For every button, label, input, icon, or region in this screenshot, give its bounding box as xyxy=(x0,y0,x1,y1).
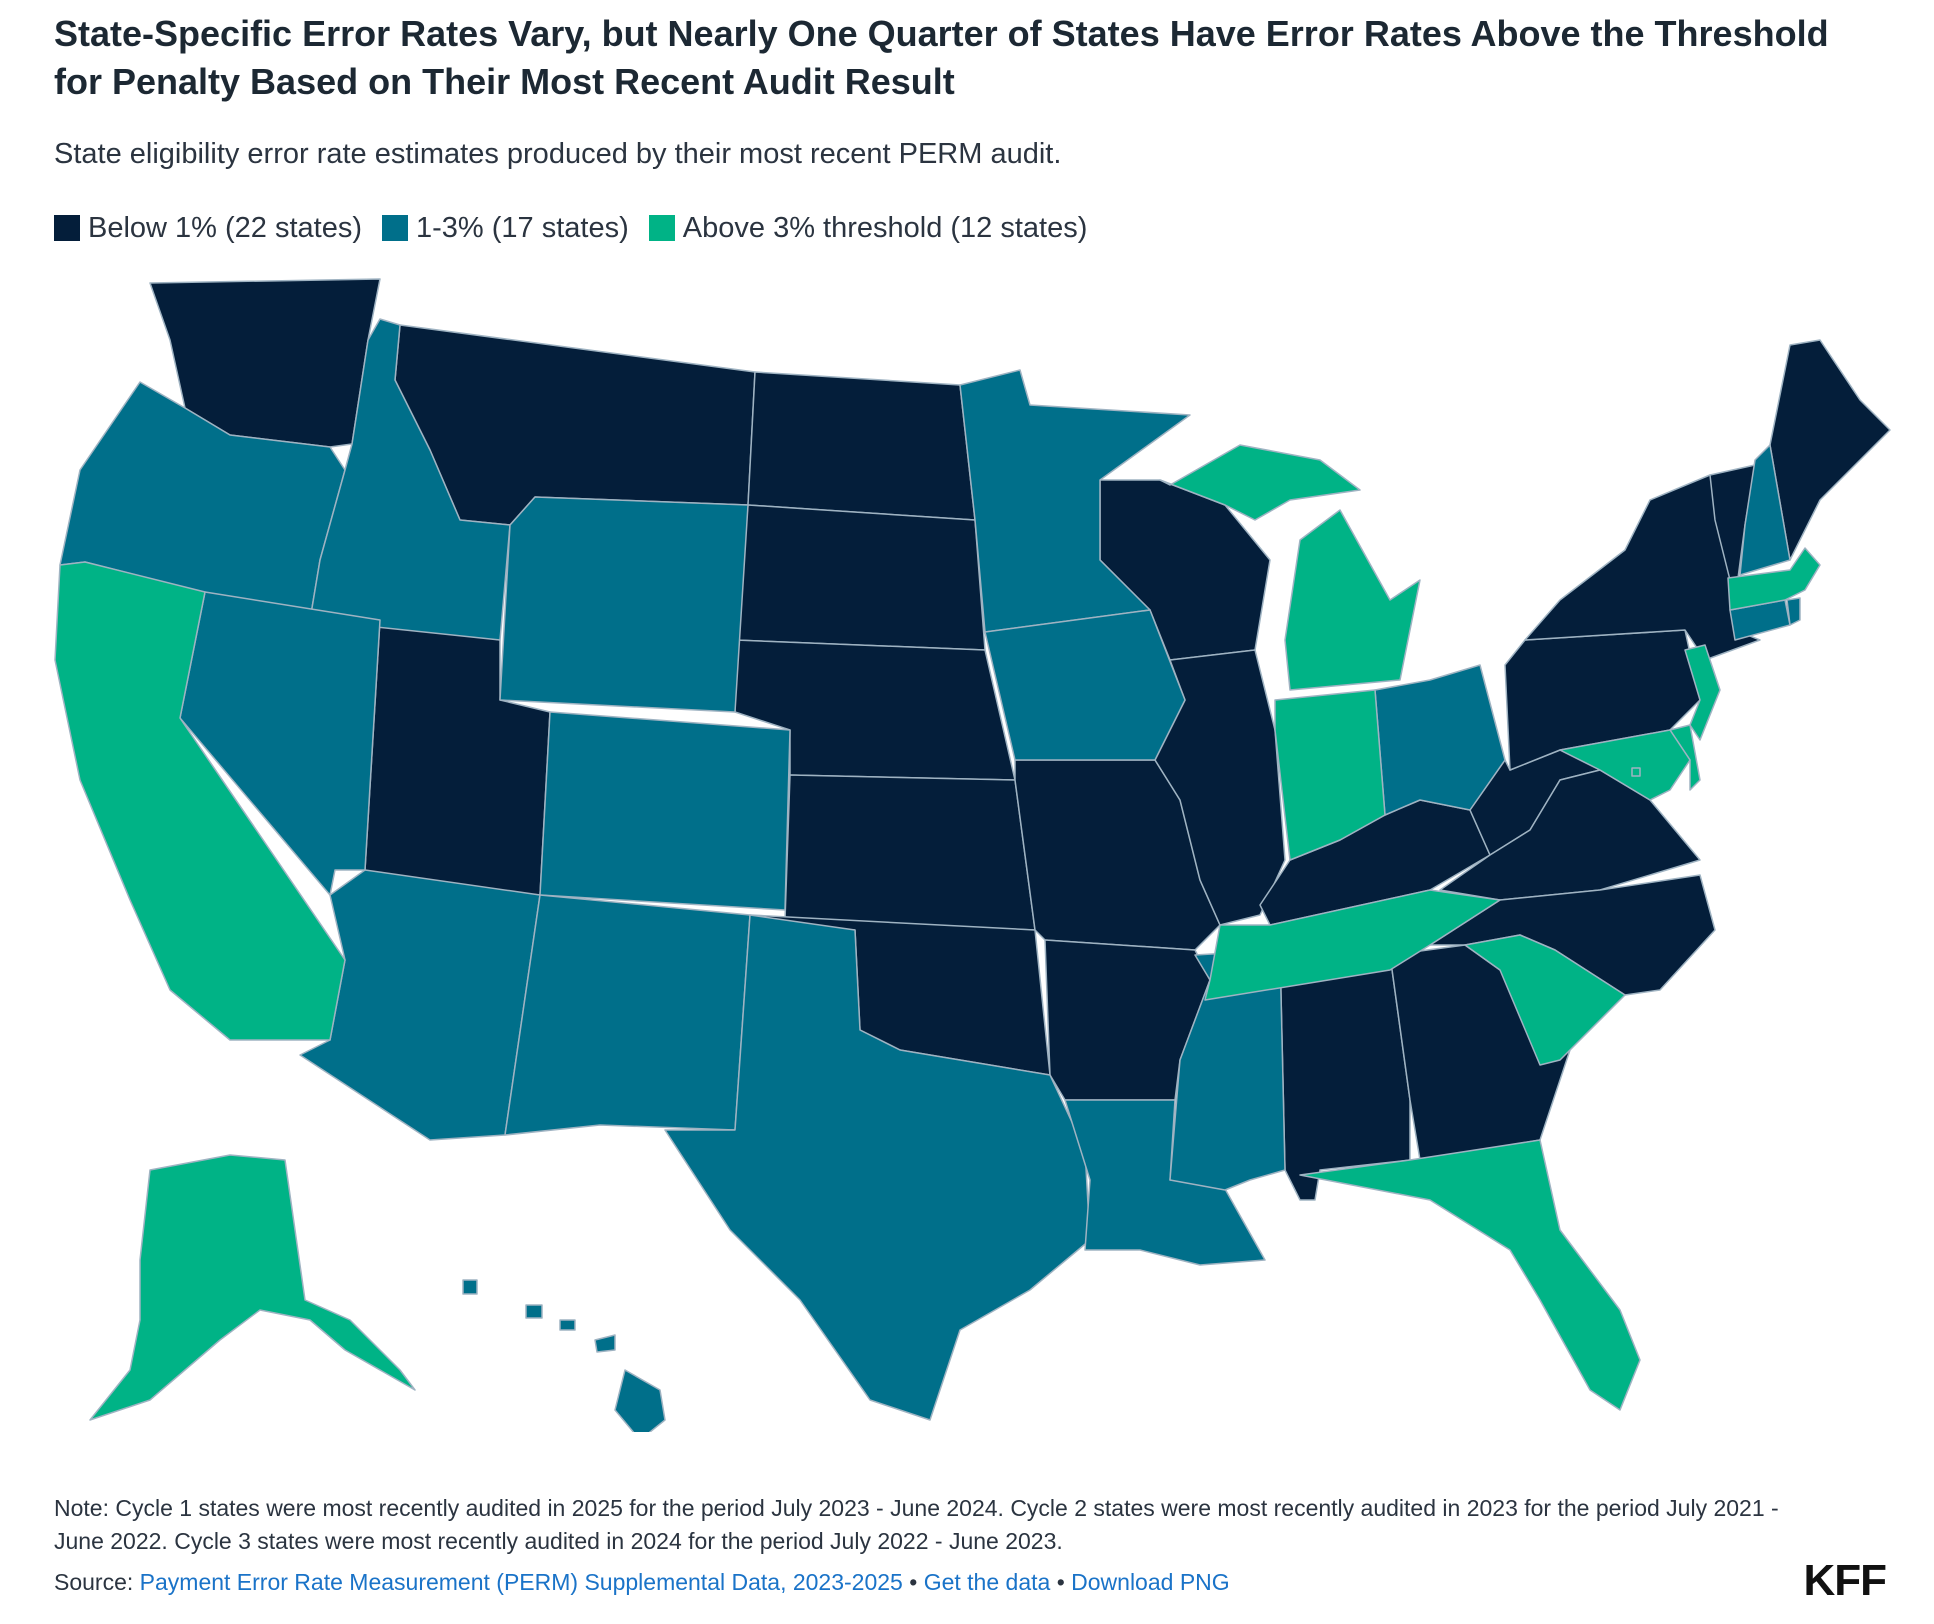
state-alaska[interactable] xyxy=(89,1154,416,1421)
state-hawaii-5[interactable] xyxy=(614,1369,666,1432)
state-colorado[interactable] xyxy=(539,711,791,911)
legend-item-1-3: 1-3% (17 states) xyxy=(382,208,629,248)
legend-item-below-1: Below 1% (22 states) xyxy=(54,208,362,248)
chart-title: State-Specific Error Rates Vary, but Nea… xyxy=(54,13,1829,102)
legend-label-above-3: Above 3% threshold (12 states) xyxy=(682,212,1088,244)
state-maryland[interactable] xyxy=(1559,729,1691,801)
state-massachusetts[interactable] xyxy=(1727,547,1821,611)
state-hawaii-3[interactable] xyxy=(559,1319,576,1331)
state-ohio[interactable] xyxy=(1374,664,1506,816)
legend-swatch-above-3 xyxy=(648,215,675,241)
source-separator-2: • xyxy=(1056,1569,1065,1595)
state-iowa[interactable] xyxy=(984,609,1186,761)
state-district-of-columbia[interactable] xyxy=(1631,767,1641,777)
state-new-mexico[interactable] xyxy=(504,894,751,1136)
state-hawaii-1[interactable] xyxy=(462,1279,478,1295)
legend-item-above-3: Above 3% threshold (12 states) xyxy=(648,208,1088,248)
state-north-dakota[interactable] xyxy=(747,371,976,521)
source-label: Source: xyxy=(54,1569,134,1595)
legend-swatch-1-3 xyxy=(382,215,409,241)
source-link[interactable]: Payment Error Rate Measurement (PERM) Su… xyxy=(139,1569,903,1595)
state-rhode-island[interactable] xyxy=(1786,597,1801,626)
note-text: Note: Cycle 1 states were most recently … xyxy=(54,1495,1779,1554)
state-new-jersey[interactable] xyxy=(1684,644,1721,741)
state-michigan-1[interactable] xyxy=(1159,444,1361,521)
kff-logo: KFF xyxy=(1803,1556,1887,1605)
state-new-hampshire[interactable] xyxy=(1739,444,1791,576)
state-michigan-2[interactable] xyxy=(1284,509,1421,691)
state-south-dakota[interactable] xyxy=(734,504,986,651)
state-south-carolina[interactable] xyxy=(1464,934,1626,1066)
legend: Below 1% (22 states) 1-3% (17 states) Ab… xyxy=(54,208,1107,248)
state-indiana[interactable] xyxy=(1274,689,1386,861)
get-data-link[interactable]: Get the data xyxy=(923,1569,1051,1595)
state-minnesota[interactable] xyxy=(959,369,1191,633)
source-line: Source: Payment Error Rate Measurement (… xyxy=(54,1566,1230,1599)
state-kansas[interactable] xyxy=(784,774,1036,931)
legend-label-1-3: 1-3% (17 states) xyxy=(416,212,629,244)
state-mississippi[interactable] xyxy=(1169,949,1286,1191)
state-florida[interactable] xyxy=(1299,1139,1641,1411)
state-louisiana[interactable] xyxy=(1064,1099,1266,1266)
state-california[interactable] xyxy=(54,561,346,1041)
chart-subtitle: State eligibility error rate estimates p… xyxy=(54,138,1062,170)
state-hawaii-2[interactable] xyxy=(525,1304,543,1319)
us-map xyxy=(54,278,1891,1432)
legend-label-below-1: Below 1% (22 states) xyxy=(88,212,363,244)
state-hawaii-4[interactable] xyxy=(594,1334,616,1353)
state-texas[interactable] xyxy=(664,914,1091,1421)
legend-swatch-below-1 xyxy=(54,215,80,241)
state-tennessee[interactable] xyxy=(1204,889,1501,1001)
state-idaho[interactable] xyxy=(309,318,511,641)
state-maine[interactable] xyxy=(1769,339,1891,561)
state-wyoming[interactable] xyxy=(499,496,749,713)
source-separator: • xyxy=(909,1569,918,1595)
download-png-link[interactable]: Download PNG xyxy=(1071,1569,1230,1595)
